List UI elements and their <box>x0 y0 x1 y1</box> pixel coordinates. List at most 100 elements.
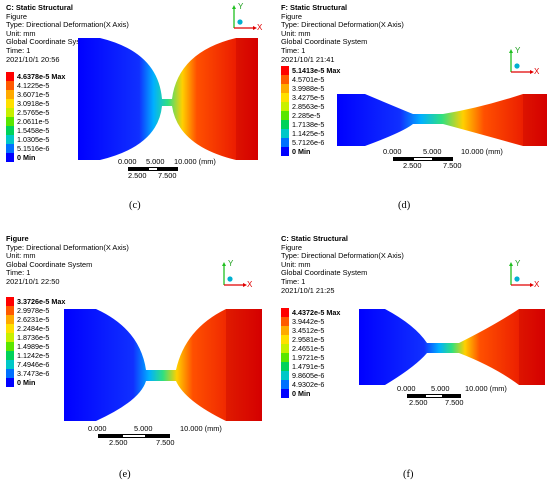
scale-label: 0.000 <box>118 157 137 166</box>
legend-swatch <box>281 120 289 129</box>
scale-bar <box>148 167 158 171</box>
legend-swatch <box>6 135 14 144</box>
specimen-shape <box>78 38 258 160</box>
legend-swatch <box>281 353 289 362</box>
legend-value: 1.0305e-5 <box>17 135 50 144</box>
color-legend: 5.1413e-5 Max 4.5701e-5 3.9988e-5 3.4275e-5… <box>281 66 351 156</box>
specimen-shape <box>337 94 547 146</box>
legend-swatch <box>6 315 14 324</box>
legend-swatch <box>6 126 14 135</box>
scale-bar <box>433 157 453 161</box>
legend-value: 4.6378e-5 Max <box>17 72 66 81</box>
legend-swatch <box>281 371 289 380</box>
scale-label: 5.000 <box>146 157 165 166</box>
scale-bar <box>98 434 122 438</box>
scale-bar <box>146 434 170 438</box>
header-line: 2021/10/1 20:56 <box>6 54 60 64</box>
header-line: Unit: mm <box>6 28 36 38</box>
legend-swatch <box>6 99 14 108</box>
scale-label: 7.500 <box>443 161 462 170</box>
panel-d: F: Static Structural Figure Type: Direct… <box>275 0 550 225</box>
legend-swatch <box>6 333 14 342</box>
legend-value: 4.4372e-5 Max <box>292 308 341 317</box>
scale-label: 7.500 <box>445 398 464 407</box>
legend-swatch <box>6 369 14 378</box>
legend-value: 5.1413e-5 Max <box>292 66 341 75</box>
axis-x-label: X <box>534 67 540 76</box>
header-line: Type: Directional Deformation(X Axis) <box>281 20 404 30</box>
scale-label: 5.000 <box>423 147 442 156</box>
legend-swatch <box>6 72 14 81</box>
scale-bar <box>393 157 413 161</box>
legend-swatch <box>281 380 289 389</box>
coordinate-triad: Y X <box>224 2 264 36</box>
legend-swatch <box>281 308 289 317</box>
scale-label: 0.000 <box>383 147 402 156</box>
legend-swatch <box>6 297 14 306</box>
scale-label: 2.500 <box>403 161 422 170</box>
legend-swatch <box>6 378 14 387</box>
header-line: Time: 1 <box>6 45 31 55</box>
legend-value: 2.5765e-5 <box>17 108 50 117</box>
scale-label: 10.000 (mm) <box>461 147 503 156</box>
scale-label: 10.000 (mm) <box>180 424 222 433</box>
header-line: 2021/10/1 22:50 <box>6 276 60 286</box>
legend-value: 5.1516e-6 <box>17 144 50 153</box>
scale-label: 10.000 (mm) <box>465 384 507 393</box>
legend-swatch <box>281 129 289 138</box>
header-line: 2021/10/1 21:25 <box>281 285 335 295</box>
legend-value: 1.8736e-5 <box>17 333 50 342</box>
length-scale: 0.000 5.000 10.000 (mm) 2.500 7.500 <box>397 384 532 407</box>
legend-swatch <box>281 84 289 93</box>
coordinate-triad: Y X <box>501 2 541 80</box>
legend-value: 2.9978e-5 <box>17 306 50 315</box>
scale-label: 5.000 <box>431 384 450 393</box>
legend-value: 0 Min <box>17 378 36 387</box>
legend-swatch <box>6 90 14 99</box>
length-scale: 0.000 5.000 10.000 (mm) 2.500 7.500 <box>383 147 513 170</box>
axis-y-label: Y <box>238 2 244 11</box>
deformation-model <box>78 38 258 160</box>
legend-value: 3.3726e-5 Max <box>17 297 66 306</box>
legend-value: 3.0918e-5 <box>17 99 50 108</box>
axis-x-label: X <box>534 280 540 289</box>
legend-swatch <box>281 111 289 120</box>
scale-label: 0.000 <box>397 384 416 393</box>
header-line: Time: 1 <box>281 276 306 286</box>
legend-value: 2.2484e-5 <box>17 324 50 333</box>
axis-x-label: X <box>257 23 263 32</box>
header-line: Time: 1 <box>6 268 31 278</box>
scale-bar <box>425 394 443 398</box>
header-line: Figure <box>281 11 302 21</box>
panel-header: F: Static Structural Figure Type: Direct… <box>281 3 404 64</box>
header-line: Unit: mm <box>281 28 311 38</box>
legend-value: 1.5458e-5 <box>17 126 50 135</box>
legend-swatch <box>281 93 289 102</box>
coordinate-triad: Y X <box>214 259 254 293</box>
color-legend: 3.3726e-5 Max 2.9978e-5 2.6231e-5 2.2484e-5… <box>6 297 76 387</box>
figure-caption: (d) <box>398 200 411 211</box>
scale-label: 10.000 (mm) <box>174 157 216 166</box>
legend-value: 5.7126e-6 <box>292 138 325 147</box>
panel-e: Figure Type: Directional Deformation(X A… <box>0 225 275 483</box>
legend-value: 4.1225e-5 <box>17 81 50 90</box>
header-line: Global Coordinate System <box>281 37 368 47</box>
axis-y-label: Y <box>515 46 521 55</box>
legend-value: 0 Min <box>292 389 311 398</box>
legend-swatch <box>6 360 14 369</box>
legend-value: 2.0611e-5 <box>17 117 49 126</box>
header-line: Type: Directional Deformation(X Axis) <box>281 251 404 261</box>
legend-value: 4.5701e-5 <box>292 75 325 84</box>
scale-label: 5.000 <box>134 424 153 433</box>
color-legend: 4.4372e-5 Max 3.9442e-5 3.4512e-5 2.9581e-5… <box>281 308 351 398</box>
panel-header: C: Static Structural Figure Type: Direct… <box>281 234 404 295</box>
legend-value: 3.7473e-6 <box>17 369 50 378</box>
legend-swatch <box>281 389 289 398</box>
legend-value: 7.4946e-6 <box>17 360 50 369</box>
legend-value: 1.1242e-5 <box>17 351 50 360</box>
specimen-shape <box>64 309 262 421</box>
header-line: Type: Directional Deformation(X Axis) <box>6 20 129 30</box>
legend-value: 1.1425e-5 <box>292 129 325 138</box>
header-line: Global Coordinate System <box>281 268 368 278</box>
scale-label: 2.500 <box>109 438 128 447</box>
